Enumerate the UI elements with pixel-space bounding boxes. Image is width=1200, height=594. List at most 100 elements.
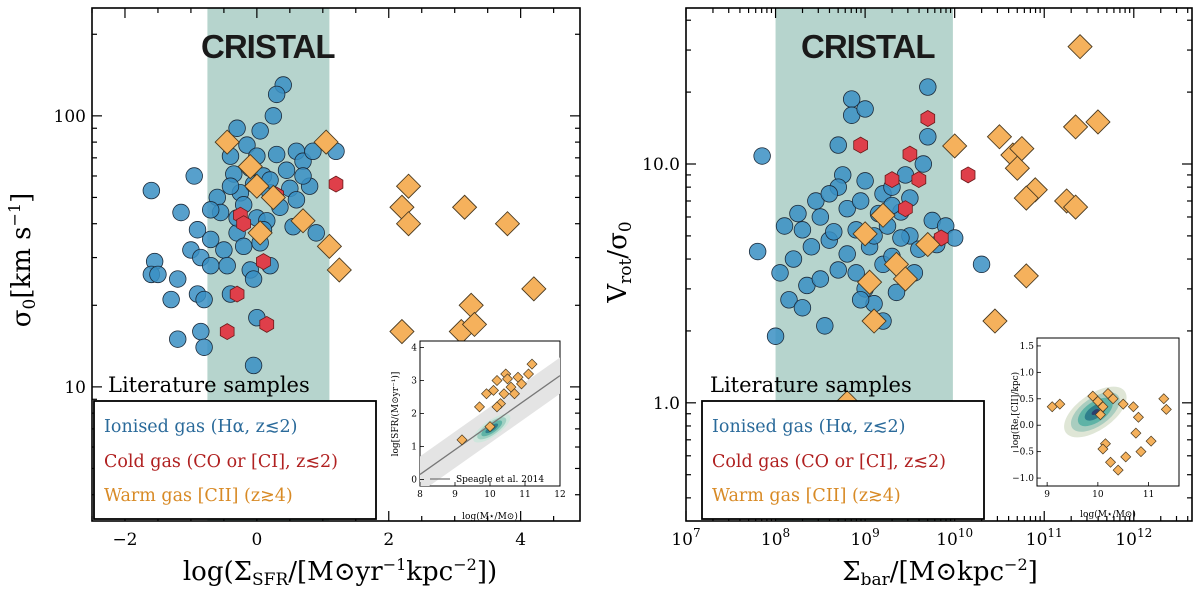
ionised-point [304,142,322,160]
warm-point [1022,177,1048,203]
inset-y-tick-label: 4 [411,344,417,354]
inset-warm-point [509,388,520,400]
ionised-point [829,136,847,154]
ionised-point [195,290,213,309]
legend-cold: Cold gas (CO or [CI], z≲2) [712,452,946,472]
warm-point [870,202,896,228]
inset-warm-point [1135,446,1147,458]
warm-point [451,194,478,220]
legend-warm: Warm gas [CII] (z≳4) [104,486,293,506]
ionised-point [267,85,286,104]
ionised-point [172,203,190,222]
ionised-point [277,161,296,179]
warm-point [458,292,484,318]
right-inset-y-label: log(Re,[CII]/kpc) [1010,372,1021,448]
y-tick-label: 10 [64,378,86,398]
inset-warm-point [1145,435,1157,447]
inset-y-tick-label: 1 [411,442,417,452]
ionised-point [829,261,847,279]
legend-box [701,400,985,520]
warm-points [214,129,547,345]
warm-point [494,211,521,237]
warm-point [1009,135,1035,162]
cold-point [236,215,252,233]
ionised-point [244,270,263,288]
cold-point [219,323,235,341]
ionised-point [811,270,830,288]
right-y-axis-label: Vrot/σ0 [603,221,636,303]
inset-x-tick-label: 10 [1092,490,1104,500]
inset-warm-point [1097,401,1109,413]
inset-x-tick-label: 11 [1143,490,1154,500]
cold-point [911,171,927,189]
cold-point [229,285,245,303]
ionised-point [838,245,856,263]
warm-point [986,124,1013,150]
inset-y-tick-label: 2 [411,410,417,420]
cold-point [328,175,344,193]
ionised-point [188,221,207,239]
warm-point [260,184,286,211]
ionised-point [892,229,910,247]
ionised-point [267,145,286,164]
ionised-point [218,256,236,275]
ionised-point [802,238,821,256]
warm-point [852,221,878,247]
cold-point [853,136,868,154]
inset-warm-point [1158,393,1170,405]
inset-warm-point [488,384,499,396]
ionised-point [887,283,906,302]
x-tick-label: −2 [112,530,137,550]
ionised-point [169,330,187,348]
ionised-point [251,122,269,140]
ionised-point [753,147,771,165]
inset-y-tick-label: −0.5 [1012,448,1034,458]
warm-point [1067,34,1093,60]
inset-warm-point [1117,398,1129,410]
ionised-point [856,172,874,190]
inset-x-tick-label: 12 [554,490,565,500]
x-tick-label: 107 [671,526,700,550]
cold-point [259,315,275,333]
ionised-point [221,177,240,195]
ionised-point [202,256,220,275]
ionised-point [972,255,991,274]
inset-warm-point [1160,403,1172,415]
warm-point [316,233,343,259]
warm-point [395,211,422,237]
ionised-point [816,317,834,335]
right-legend: Literature samples Ionised gas (Hα, z≲2)… [701,373,985,520]
warm-point [856,269,883,295]
ionised-point [784,250,803,268]
inset-x-tick-label: 11 [519,490,530,500]
speagle-legend-label: Speagle et al. 2014 [456,475,544,485]
inset-x-tick-label: 9 [1044,490,1050,500]
x-tick-label: 0 [251,530,262,550]
ionised-point [195,338,213,356]
inset-y-tick-label: 0 [411,475,417,485]
cold-point [960,166,976,184]
warm-point [1004,155,1030,181]
ionised-point [142,181,161,200]
warm-point [861,308,887,334]
warm-point [1062,114,1089,140]
legend-cold: Cold gas (CO or [CI], z≲2) [104,452,338,472]
cold-point [884,171,900,189]
warm-point [1013,263,1039,289]
inset-warm-point [1107,393,1119,405]
left-inset-y-label: log[SFR/(M⊙yr⁻¹)] [390,372,401,457]
y-tick-label: 100 [54,107,86,127]
inset-warm-point [502,373,513,385]
ionised-point [847,264,865,282]
legend-title: Literature samples [108,373,310,397]
inset-y-tick-label: 1.0 [1020,368,1035,378]
ionised-point [919,128,937,146]
cold-point [902,145,918,163]
warm-point [461,311,488,338]
ionised-point [238,136,256,154]
x-tick-label: 108 [761,526,790,550]
